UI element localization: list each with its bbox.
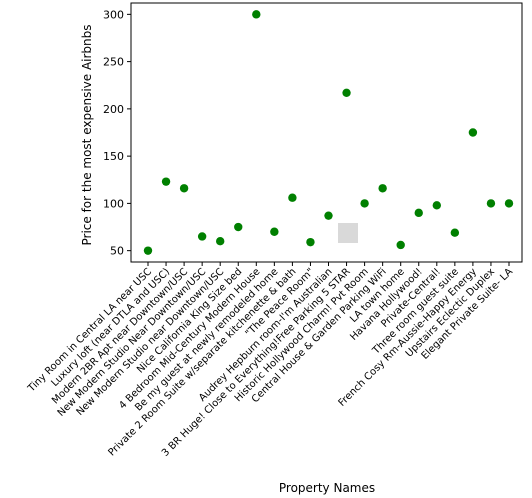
data-point [414,208,423,218]
data-point [179,184,189,193]
data-point [161,177,171,186]
data-point [288,193,297,202]
y-tick-label: 100 [103,197,124,210]
y-tick-label: 50 [110,245,124,258]
y-axis-label-group: Price for the most expensive Airbnbs [80,24,94,245]
y-tick-label: 250 [103,56,124,69]
y-ticks: 50 100 150 200 250 300 [103,8,131,258]
obscured-region [338,223,358,243]
data-point [468,128,478,137]
data-point [197,232,207,241]
data-point [342,88,351,97]
plot-frame [130,2,523,263]
y-tick-label: 150 [103,150,124,163]
data-point [396,240,405,250]
data-point [360,199,369,208]
data-points [143,10,514,255]
y-tick-label: 300 [103,8,124,21]
x-axis-label: Property Names [279,481,375,495]
y-axis-label: Price for the most expensive Airbnbs [80,24,94,245]
data-point [306,237,315,247]
data-point [450,228,460,237]
data-point [378,184,387,193]
data-point [486,199,496,208]
data-point [270,227,279,236]
data-point [216,237,225,246]
data-point [504,199,514,208]
data-point [234,222,243,232]
data-point [432,201,441,210]
y-tick-label: 200 [103,103,124,116]
data-point [324,211,333,220]
data-point [252,10,261,19]
data-point [143,246,153,255]
